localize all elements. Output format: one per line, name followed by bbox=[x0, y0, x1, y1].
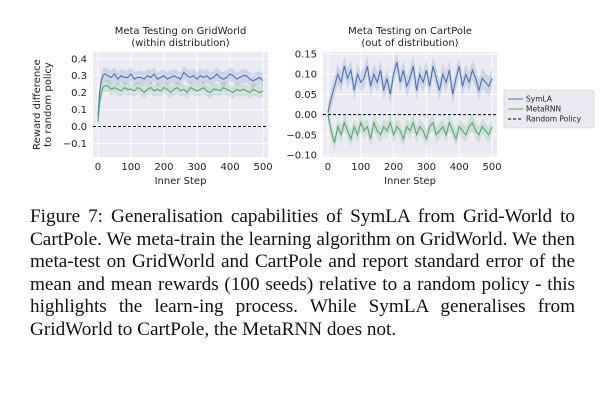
x-tick-label: 400 bbox=[220, 162, 239, 173]
error-band-metarnn bbox=[327, 106, 493, 151]
x-tick-label: 200 bbox=[384, 162, 403, 173]
y-tick-label: 0.05 bbox=[295, 90, 317, 101]
x-tick-label: 0 bbox=[325, 162, 331, 173]
x-tick-label: 500 bbox=[483, 162, 502, 173]
y-axis-label: to random policy bbox=[43, 62, 54, 147]
y-tick-label: 0.0 bbox=[71, 122, 87, 133]
chart-subtitle: (out of distribution) bbox=[361, 38, 458, 49]
y-tick-label: −0.05 bbox=[286, 130, 317, 141]
caption-label: Figure 7: bbox=[30, 206, 103, 227]
y-axis-label: Reward difference bbox=[32, 59, 43, 150]
legend-box bbox=[503, 89, 595, 129]
chart-subtitle: (within distribution) bbox=[131, 38, 229, 49]
x-tick-label: 0 bbox=[95, 162, 101, 173]
error-band-metarnn bbox=[98, 79, 263, 128]
x-tick-label: 200 bbox=[154, 162, 173, 173]
figure-caption: Figure 7: Generalisation capabilities of… bbox=[30, 206, 575, 342]
x-tick-label: 500 bbox=[254, 162, 273, 173]
plot-area bbox=[323, 52, 497, 157]
x-tick-label: 300 bbox=[417, 162, 436, 173]
caption-text: Generalisation capabilities of SymLA fro… bbox=[30, 206, 575, 340]
x-axis-label: Inner Step bbox=[155, 176, 207, 187]
y-tick-label: 0.1 bbox=[71, 105, 87, 116]
y-tick-label: 0.2 bbox=[71, 88, 87, 99]
legend-label-random-policy: Random Policy bbox=[526, 115, 582, 124]
legend-label-symla: SymLA bbox=[526, 95, 553, 104]
y-tick-label: 0.3 bbox=[71, 71, 87, 82]
y-tick-label: 0.00 bbox=[295, 110, 317, 121]
y-tick-label: 0.4 bbox=[71, 54, 87, 65]
error-band-symla bbox=[98, 65, 263, 124]
y-tick-label: −0.10 bbox=[286, 150, 317, 161]
x-tick-label: 100 bbox=[121, 162, 140, 173]
series-line-symla bbox=[97, 71, 264, 117]
legend-label-metarnn: MetaRNN bbox=[526, 105, 561, 114]
chart-title: Meta Testing on CartPole bbox=[348, 26, 472, 37]
error-band-symla bbox=[327, 52, 493, 123]
y-tick-label: 0.10 bbox=[295, 70, 317, 81]
series-line-metarnn bbox=[327, 114, 493, 144]
series-line-metarnn bbox=[97, 85, 264, 122]
y-tick-label: −0.1 bbox=[63, 139, 87, 150]
x-tick-label: 400 bbox=[450, 162, 469, 173]
series-line-symla bbox=[327, 61, 493, 113]
x-axis-label: Inner Step bbox=[384, 176, 436, 187]
chart-title: Meta Testing on GridWorld bbox=[115, 26, 247, 37]
plot-area bbox=[93, 52, 268, 157]
y-tick-label: 0.15 bbox=[295, 50, 317, 61]
x-tick-label: 100 bbox=[351, 162, 370, 173]
chart-1: 0 100 200 300 400 500 −0.1 0.0 0.1 0.2 0.3 0.4 Meta … bbox=[32, 26, 273, 187]
chart-2: 0 100 200 300 400 500 −0.10 −0.05 0.00 0.05 0.10 0.… bbox=[286, 26, 595, 187]
figure-charts: 0 100 200 300 400 500 −0.1 0.0 0.1 0.2 0.3 0.4 Meta … bbox=[32, 26, 595, 187]
x-tick-label: 300 bbox=[187, 162, 206, 173]
